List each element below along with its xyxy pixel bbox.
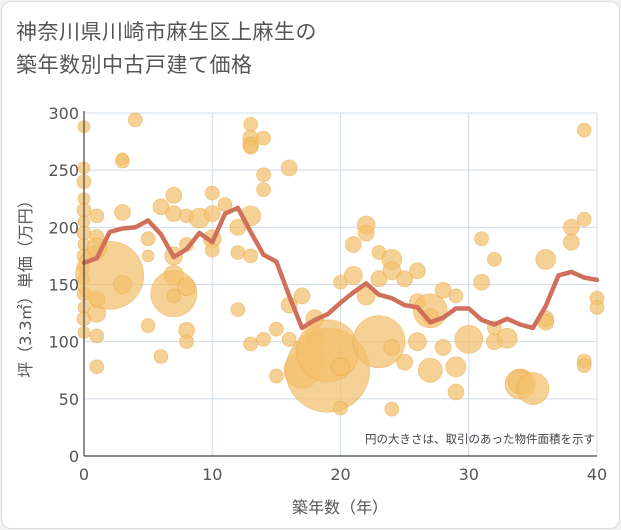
bubble	[204, 185, 220, 201]
bubble	[140, 318, 156, 334]
bubble	[408, 332, 427, 352]
bubble	[576, 211, 592, 227]
bubble	[445, 356, 467, 378]
bubble	[243, 117, 259, 132]
bubble	[268, 368, 284, 384]
y-tick-label: 300	[48, 104, 79, 123]
bubble	[448, 288, 464, 304]
bubble-size-note: 円の大きさは、取引のあった物件面積を示す	[365, 432, 595, 446]
bubble	[293, 287, 311, 305]
bubble	[417, 357, 443, 383]
bubble	[576, 122, 592, 138]
chart-title: 神奈川県川崎市麻生区上麻生の 築年数別中古戸建て価格	[16, 16, 416, 82]
title-line-1: 神奈川県川崎市麻生区上麻生の	[16, 20, 317, 44]
bubble	[243, 336, 259, 352]
bubble	[562, 218, 580, 236]
bubble	[589, 299, 605, 315]
bubble	[409, 262, 426, 280]
x-tick-label: 40	[587, 465, 607, 484]
average-line	[81, 205, 600, 331]
y-tick-labels: 0 50 100 150 200 250 300	[48, 104, 79, 466]
bubble	[280, 159, 298, 177]
bubble	[153, 349, 169, 364]
bubble	[165, 205, 183, 223]
bubble	[454, 324, 484, 354]
x-tick-label: 0	[79, 465, 89, 484]
bubble	[141, 249, 155, 263]
bubble	[165, 186, 183, 204]
bubble	[396, 270, 414, 288]
bubble	[473, 273, 490, 291]
bubble	[166, 288, 182, 304]
bubble	[434, 338, 452, 356]
bubble	[243, 248, 259, 264]
bubble	[89, 208, 105, 224]
y-tick-label: 200	[48, 218, 79, 237]
bubble	[357, 224, 375, 242]
bubble	[382, 261, 402, 281]
average-price-line	[81, 205, 600, 331]
bubble	[296, 319, 360, 383]
x-axis-label: 築年数（年）	[292, 498, 388, 517]
bubble	[434, 281, 452, 299]
bubble	[356, 286, 376, 306]
bubble	[256, 182, 271, 198]
bubble	[256, 167, 271, 183]
bubble	[486, 251, 502, 267]
bubble	[113, 275, 132, 294]
bubble	[535, 248, 557, 270]
bubble	[281, 331, 297, 347]
bubble	[384, 401, 400, 417]
bubble	[268, 321, 284, 337]
y-tick-label: 100	[48, 333, 79, 352]
bubble	[256, 130, 271, 146]
bubble	[474, 231, 489, 247]
bubble	[114, 204, 131, 221]
bubble	[243, 139, 259, 155]
y-tick-label: 150	[48, 276, 79, 295]
bubbles	[75, 112, 605, 417]
bubble	[89, 328, 105, 344]
bubble	[89, 359, 105, 375]
bubble	[179, 334, 195, 350]
y-tick-label: 0	[69, 447, 79, 466]
bubble	[576, 358, 592, 374]
title-line-2: 築年数別中古戸建て価格	[16, 53, 253, 77]
y-tick-label: 50	[59, 390, 79, 409]
x-tick-label: 10	[202, 465, 222, 484]
bubble	[396, 353, 414, 371]
bubble	[127, 112, 143, 128]
bubble	[230, 302, 246, 318]
x-tick-label: 30	[459, 465, 479, 484]
axes	[83, 111, 597, 457]
y-tick-label: 250	[48, 161, 79, 180]
bubble	[496, 327, 518, 349]
bubble	[116, 152, 129, 166]
bubble	[343, 265, 363, 285]
bubble	[256, 331, 271, 347]
bubble	[447, 383, 465, 401]
bubble	[177, 277, 197, 297]
bubble	[383, 338, 401, 356]
y-axis-label: 坪（3.3㎡）単価（万円）	[16, 192, 35, 377]
bubble	[333, 400, 348, 416]
bubble	[203, 205, 221, 223]
bubble	[230, 245, 246, 260]
x-tick-label: 20	[330, 465, 350, 484]
bubble	[516, 372, 550, 405]
bubble	[331, 357, 350, 377]
bubble	[75, 240, 145, 310]
bubble	[140, 231, 156, 247]
bubble	[562, 233, 580, 251]
x-tick-labels: 0 10 20 30 40	[79, 465, 607, 484]
bubble	[344, 236, 362, 253]
bubble	[204, 242, 220, 258]
